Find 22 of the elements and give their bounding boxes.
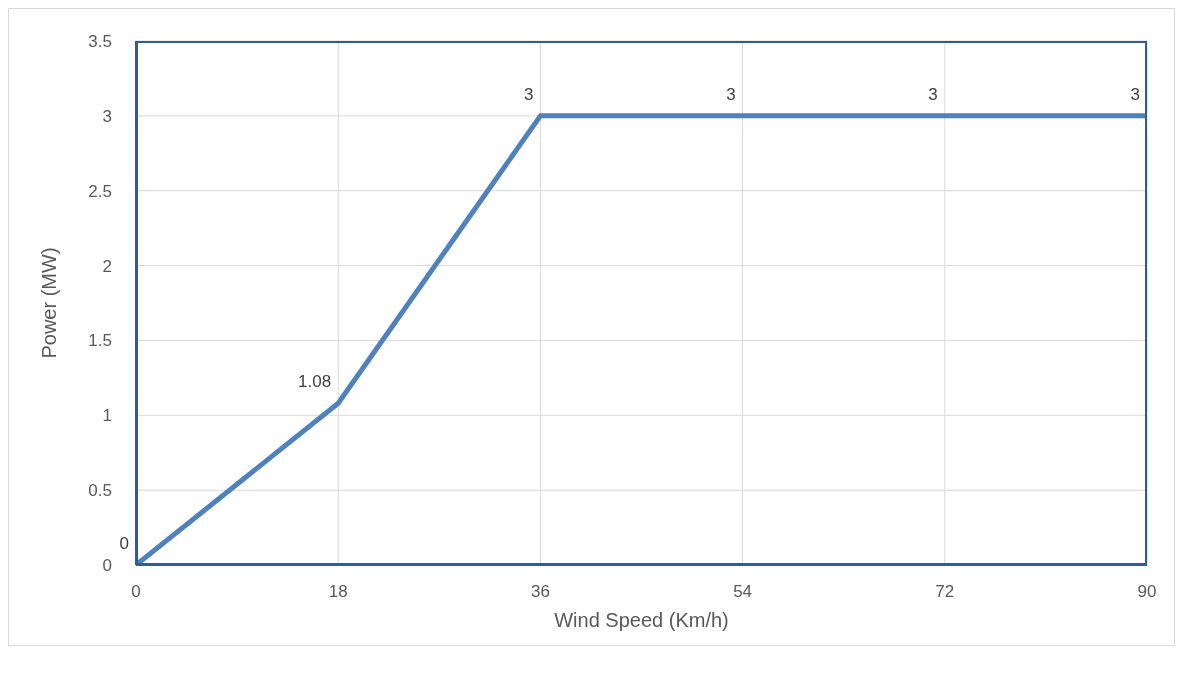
data-label: 3 — [726, 84, 736, 104]
y-tick-label: 1 — [102, 406, 112, 426]
data-label: 1.08 — [298, 372, 332, 392]
y-tick-label: 3 — [102, 106, 112, 126]
data-label: 0 — [119, 534, 129, 553]
data-label: 3 — [928, 84, 938, 104]
y-tick-label: 1.5 — [88, 331, 112, 351]
y-tick-label: 0.5 — [88, 481, 112, 501]
x-tick-label: 18 — [328, 582, 348, 602]
y-tick-label: 3.5 — [88, 32, 112, 52]
y-tick-label: 2.5 — [88, 181, 112, 201]
data-label: 3 — [1130, 84, 1140, 104]
x-tick-label: 54 — [733, 582, 753, 602]
y-axis-title: Power (MW) — [38, 247, 61, 359]
x-tick-label: 72 — [935, 582, 955, 602]
x-tick-label: 90 — [1137, 582, 1157, 602]
x-tick-label: 0 — [131, 582, 141, 602]
data-label: 3 — [523, 84, 534, 104]
x-tick-label: 36 — [530, 582, 550, 602]
x-axis-title: Wind Speed (Km/h) — [554, 609, 729, 631]
y-tick-label: 0 — [102, 556, 112, 576]
y-tick-label: 2 — [102, 256, 112, 276]
